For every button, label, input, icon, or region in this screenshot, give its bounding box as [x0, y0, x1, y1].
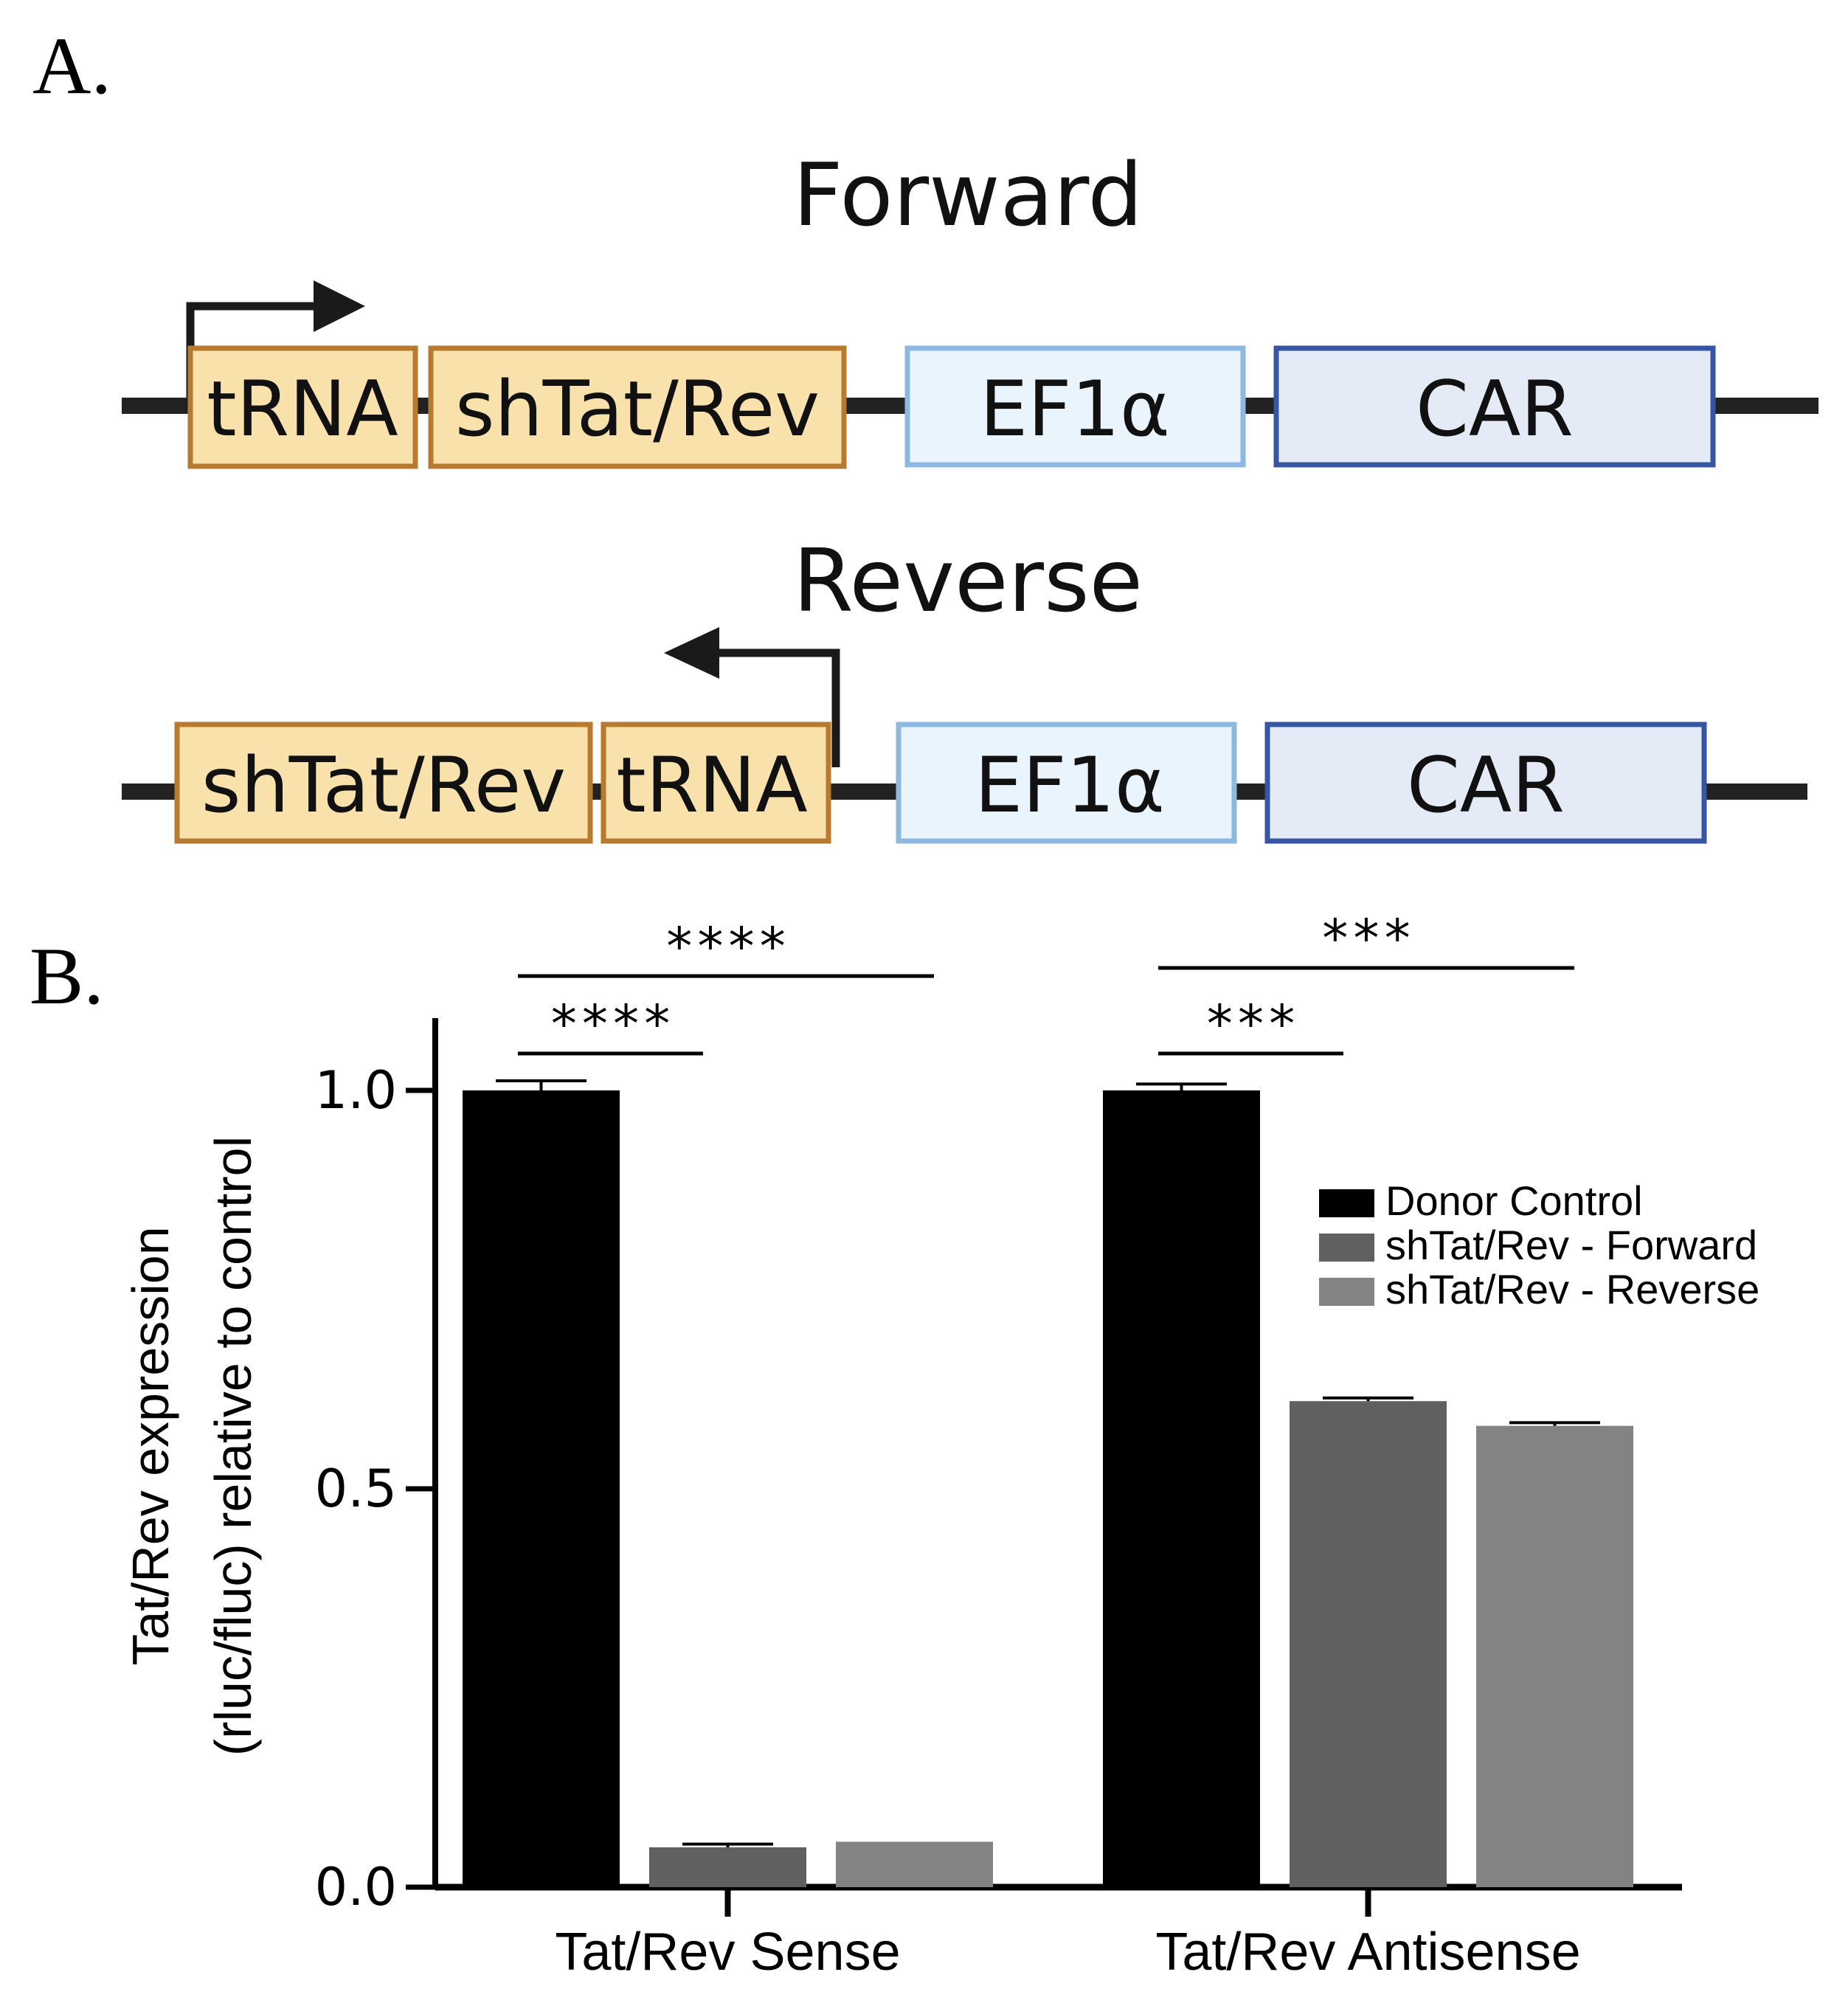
significance-label: **** — [548, 994, 673, 1054]
forward-car-label: CAR — [1416, 365, 1574, 454]
reverse-title: Reverse — [793, 530, 1143, 632]
reverse-trna-label: tRNA — [616, 741, 807, 830]
y-axis-title: Tat/Rev expression (rluc/fluc) relative … — [122, 1136, 262, 1756]
reverse-shtatrev-box: shTat/Rev — [174, 722, 593, 844]
forward-shtatrev-box: shTat/Rev — [428, 345, 847, 469]
y-tick-label: 0.0 — [315, 1857, 397, 1917]
bar — [649, 1847, 806, 1887]
forward-ef1a-label: EF1α — [980, 365, 1170, 454]
bar — [1476, 1425, 1633, 1887]
legend-label: shTat/Rev - Forward — [1385, 1222, 1757, 1268]
reverse-car-box: CAR — [1264, 722, 1707, 844]
legend-swatch — [1319, 1278, 1374, 1306]
bar — [1103, 1090, 1260, 1887]
reverse-trna-box: tRNA — [601, 722, 831, 844]
panel-a-label: A. — [32, 21, 111, 111]
x-category-label: Tat/Rev Sense — [555, 1923, 900, 1982]
reverse-promoter-arrow-icon — [664, 627, 840, 767]
legend-label: shTat/Rev - Reverse — [1385, 1266, 1759, 1312]
forward-car-box: CAR — [1273, 345, 1716, 468]
forward-shtatrev-label: shTat/Rev — [455, 365, 820, 454]
y-tick-label: 0.5 — [315, 1459, 397, 1519]
forward-trna-box: tRNA — [187, 345, 418, 469]
y-axis-title-line2: (rluc/fluc) relative to control — [204, 1136, 262, 1756]
legend-swatch — [1319, 1189, 1374, 1217]
forward-title: Forward — [793, 144, 1143, 246]
legend-swatch — [1319, 1234, 1374, 1262]
bar — [836, 1841, 993, 1887]
reverse-shtatrev-label: shTat/Rev — [201, 741, 566, 830]
reverse-ef1a-box: EF1α — [896, 722, 1237, 844]
legend-label: Donor Control — [1385, 1177, 1643, 1224]
y-axis-title-line1: Tat/Rev expression — [122, 1226, 179, 1665]
significance-label: *** — [1320, 908, 1413, 969]
bar — [463, 1090, 620, 1887]
forward-ef1a-box: EF1α — [904, 345, 1246, 468]
significance-label: **** — [664, 916, 789, 977]
reverse-ef1a-label: EF1α — [975, 741, 1165, 830]
bar — [1290, 1401, 1447, 1887]
significance-label: *** — [1204, 994, 1297, 1054]
forward-trna-label: tRNA — [207, 365, 398, 454]
bar-chart: 0.0 0.5 1.0 Tat/Rev Sense Tat/Rev Antisense *… — [315, 908, 1682, 1982]
reverse-car-label: CAR — [1407, 741, 1565, 830]
x-category-label: Tat/Rev Antisense — [1155, 1923, 1580, 1982]
panel-b-label: B. — [30, 931, 104, 1021]
y-tick-label: 1.0 — [315, 1060, 397, 1121]
